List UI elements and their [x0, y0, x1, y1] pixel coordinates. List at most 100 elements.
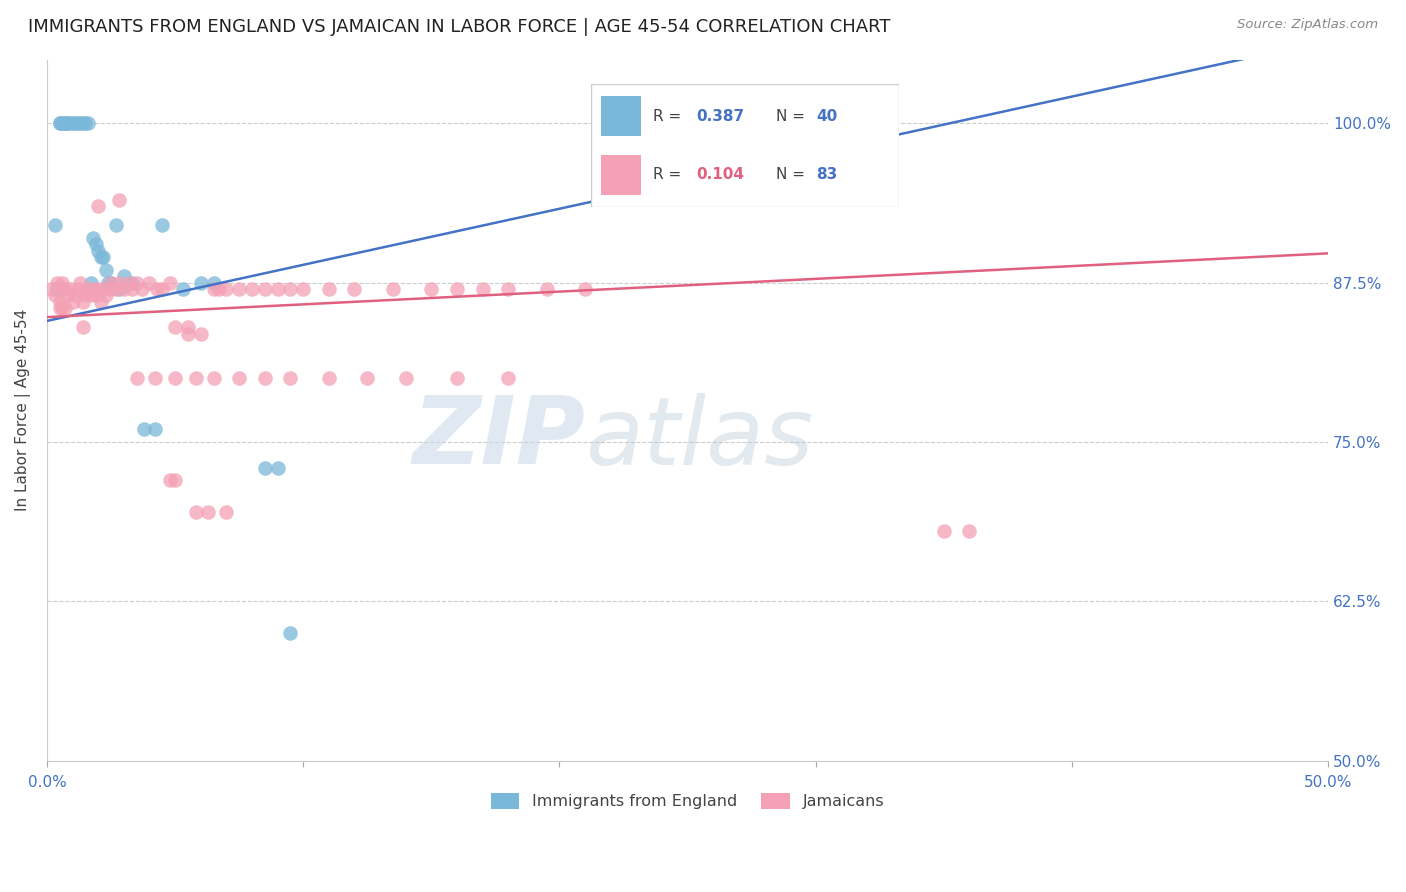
- Point: [112, 282, 135, 296]
- Point: [253, 371, 276, 385]
- Point: [228, 282, 250, 296]
- Point: [343, 282, 366, 296]
- Point: [44, 219, 66, 233]
- Point: [177, 320, 200, 334]
- Point: [266, 460, 288, 475]
- Point: [125, 276, 148, 290]
- Point: [356, 371, 378, 385]
- Point: [177, 326, 200, 341]
- Point: [150, 219, 173, 233]
- Point: [90, 250, 112, 264]
- Point: [496, 282, 519, 296]
- Point: [107, 276, 129, 290]
- Point: [125, 371, 148, 385]
- Point: [215, 505, 238, 519]
- Point: [107, 282, 129, 296]
- Point: [165, 320, 187, 334]
- Point: [51, 116, 73, 130]
- Point: [105, 219, 128, 233]
- Point: [84, 288, 107, 302]
- Point: [49, 294, 72, 309]
- Point: [87, 282, 110, 296]
- Point: [97, 276, 120, 290]
- Point: [138, 276, 160, 290]
- Point: [93, 282, 115, 296]
- Point: [121, 276, 143, 290]
- Point: [253, 460, 276, 475]
- Text: Source: ZipAtlas.com: Source: ZipAtlas.com: [1237, 18, 1378, 31]
- Point: [112, 269, 135, 284]
- Point: [49, 116, 72, 130]
- Point: [100, 276, 122, 290]
- Point: [53, 282, 76, 296]
- Point: [318, 282, 340, 296]
- Point: [77, 282, 100, 296]
- Point: [69, 276, 91, 290]
- Point: [240, 282, 263, 296]
- Point: [51, 301, 73, 315]
- Point: [165, 473, 187, 487]
- Point: [82, 231, 104, 245]
- Point: [46, 276, 69, 290]
- Point: [82, 282, 104, 296]
- Point: [87, 199, 110, 213]
- Point: [131, 282, 153, 296]
- Legend: Immigrants from England, Jamaicans: Immigrants from England, Jamaicans: [484, 787, 891, 816]
- Point: [121, 282, 143, 296]
- Point: [266, 282, 288, 296]
- Point: [184, 371, 207, 385]
- Point: [94, 288, 117, 302]
- Point: [105, 282, 128, 296]
- Point: [44, 288, 66, 302]
- Point: [66, 282, 89, 296]
- Point: [253, 282, 276, 296]
- Point: [49, 116, 72, 130]
- Point: [49, 301, 72, 315]
- Point: [56, 116, 79, 130]
- Point: [471, 282, 494, 296]
- Point: [59, 282, 82, 296]
- Point: [51, 276, 73, 290]
- Point: [446, 282, 468, 296]
- Point: [75, 116, 97, 130]
- Point: [53, 301, 76, 315]
- Point: [53, 116, 76, 130]
- Point: [190, 326, 212, 341]
- Point: [420, 282, 443, 296]
- Point: [93, 250, 115, 264]
- Point: [395, 371, 418, 385]
- Point: [184, 505, 207, 519]
- Point: [318, 371, 340, 385]
- Point: [63, 116, 86, 130]
- Point: [69, 116, 91, 130]
- Point: [932, 524, 955, 539]
- Point: [63, 288, 86, 302]
- Point: [53, 116, 76, 130]
- Point: [496, 371, 519, 385]
- Point: [574, 282, 596, 296]
- Point: [84, 237, 107, 252]
- Point: [165, 371, 187, 385]
- Point: [134, 422, 156, 436]
- Point: [94, 263, 117, 277]
- Point: [536, 282, 558, 296]
- Point: [280, 626, 302, 640]
- Point: [810, 116, 832, 130]
- Point: [292, 282, 315, 296]
- Point: [957, 524, 980, 539]
- Point: [72, 294, 94, 309]
- Point: [107, 193, 129, 207]
- Point: [75, 288, 97, 302]
- Point: [215, 282, 238, 296]
- Point: [77, 116, 100, 130]
- Point: [197, 505, 219, 519]
- Point: [46, 282, 69, 296]
- Point: [118, 276, 141, 290]
- Point: [72, 116, 94, 130]
- Point: [159, 276, 181, 290]
- Text: atlas: atlas: [585, 392, 813, 483]
- Point: [100, 276, 122, 290]
- Point: [446, 371, 468, 385]
- Point: [143, 371, 166, 385]
- Point: [143, 422, 166, 436]
